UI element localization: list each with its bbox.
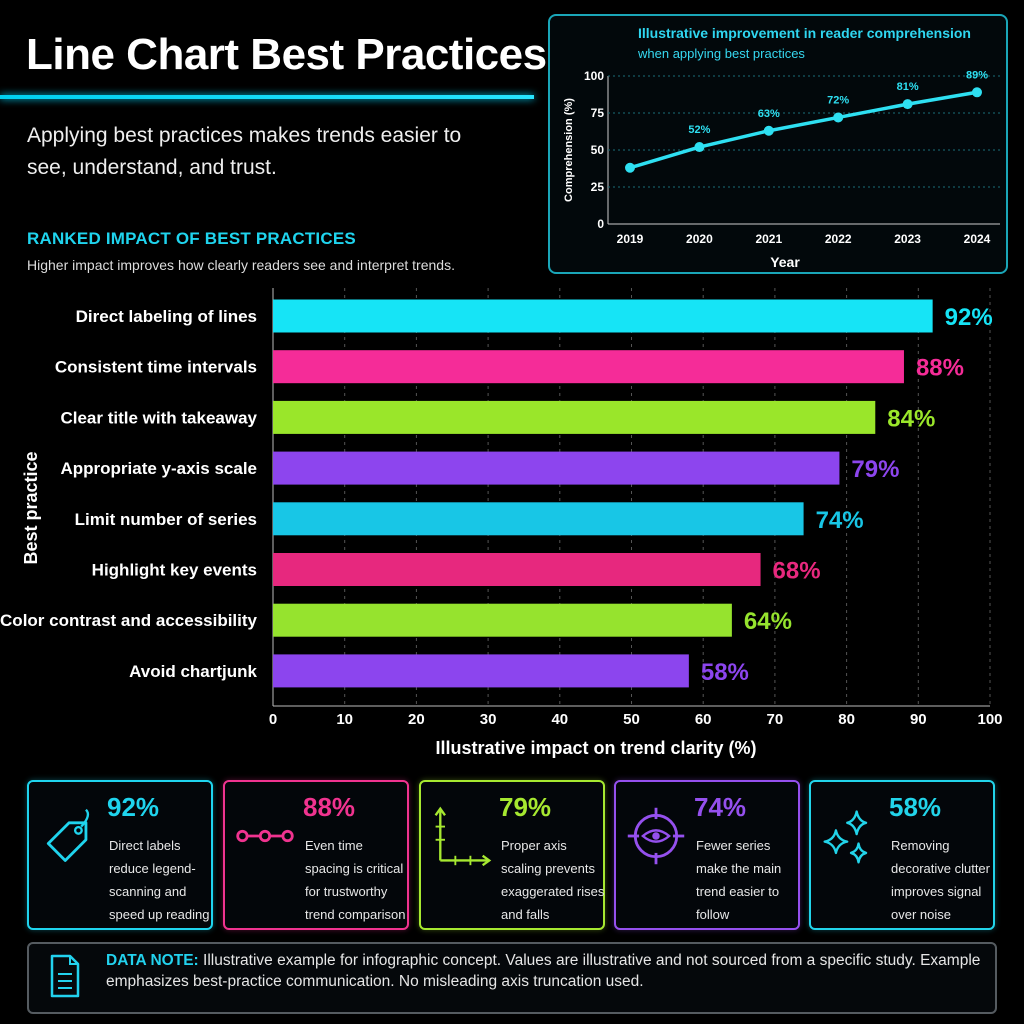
x-tick-label: 60 xyxy=(695,711,712,728)
x-tick-label: 90 xyxy=(910,711,927,728)
value-label: 58% xyxy=(701,659,749,686)
insight-card: 92% Direct labels reduce legend-scanning … xyxy=(27,780,213,930)
x-tick-label: 2023 xyxy=(894,232,921,246)
comprehension-chart-title: Illustrative improvement in reader compr… xyxy=(638,25,971,41)
data-note-text: Illustrative example for infographic con… xyxy=(106,952,981,990)
value-label: 88% xyxy=(916,355,964,382)
data-label: 72% xyxy=(827,94,849,106)
ranked-heading: RANKED IMPACT OF BEST PRACTICES xyxy=(27,229,356,248)
y-tick-label: 50 xyxy=(591,143,605,157)
insight-card-value: 74% xyxy=(694,792,747,822)
bar xyxy=(273,350,904,384)
sparkle-icon xyxy=(819,804,883,868)
insight-card: 74% Fewer series make the main trend easi… xyxy=(614,780,800,930)
comprehension-line-chart: 0 25 50 75 100 2019 2020 2021 2022 2023 2024 Year Co… xyxy=(563,69,1000,270)
insight-card-text: Proper axis scaling prevents exaggerated… xyxy=(501,838,605,922)
title-underline xyxy=(0,95,534,99)
bar xyxy=(273,603,732,637)
bar xyxy=(273,502,804,536)
x-tick-label: 70 xyxy=(767,711,784,728)
insight-card: 58% Removing decorative clutter improves … xyxy=(809,780,995,930)
x-tick-label: 10 xyxy=(336,711,353,728)
category-label: Color contrast and accessibility xyxy=(0,611,258,630)
axes-icon xyxy=(429,804,493,868)
insight-card-value: 79% xyxy=(499,792,552,822)
value-label: 92% xyxy=(945,304,993,331)
y-tick-label: 0 xyxy=(597,217,604,231)
y-tick-label: 25 xyxy=(591,180,605,194)
category-label: Direct labeling of lines xyxy=(76,307,257,326)
y-axis-title: Best practice xyxy=(21,451,41,564)
insight-card-text: Fewer series make the main trend easier … xyxy=(696,838,782,922)
x-tick-label: 0 xyxy=(269,711,277,728)
timeline-dots-icon xyxy=(233,804,297,868)
data-point xyxy=(694,142,705,153)
data-label: 63% xyxy=(758,108,780,120)
insight-card: 79% Proper axis scaling prevents exaggera… xyxy=(419,780,605,930)
data-point xyxy=(972,87,982,98)
bar xyxy=(273,400,876,434)
comprehension-line xyxy=(629,90,978,170)
insight-card-text: Even time spacing is critical for trustw… xyxy=(305,838,406,922)
value-label: 79% xyxy=(851,456,899,483)
data-note-box xyxy=(27,942,997,1014)
data-note-label: DATA NOTE: xyxy=(106,952,199,969)
x-tick-label: 2021 xyxy=(755,232,782,246)
insight-card-value: 58% xyxy=(889,792,942,822)
category-label: Consistent time intervals xyxy=(55,358,257,377)
data-point xyxy=(763,125,774,136)
category-label: Limit number of series xyxy=(75,510,257,529)
comprehension-chart-subtitle: when applying best practices xyxy=(638,46,805,61)
x-tick-label: 50 xyxy=(623,711,640,728)
x-tick-label: 2019 xyxy=(617,232,644,246)
category-label: Avoid chartjunk xyxy=(129,662,257,681)
x-tick-label: 80 xyxy=(838,711,855,728)
value-label: 64% xyxy=(744,608,792,635)
y-axis-title: Comprehension (%) xyxy=(563,98,575,202)
data-label: 52% xyxy=(688,124,710,136)
y-tick-label: 100 xyxy=(584,69,604,83)
document-icon xyxy=(50,954,80,998)
tag-icon xyxy=(37,804,101,868)
insight-card: 88% Even time spacing is critical for tru… xyxy=(223,780,409,930)
x-tick-label: 2022 xyxy=(825,232,852,246)
insight-card-value: 92% xyxy=(107,792,160,822)
x-tick-label: 2024 xyxy=(964,232,991,246)
data-label: 89% xyxy=(966,69,988,81)
page-title: Line Chart Best Practices xyxy=(26,30,547,79)
impact-bar-chart: 0 10 20 30 40 50 60 70 80 90 100 Illustrative impac… xyxy=(0,288,1003,758)
value-label: 84% xyxy=(887,405,935,432)
insight-card-value: 88% xyxy=(303,792,356,822)
comprehension-chart-panel xyxy=(548,14,1008,274)
category-label: Clear title with takeaway xyxy=(60,408,257,427)
page-subtitle: Applying best practices makes trends eas… xyxy=(27,124,462,179)
bar xyxy=(273,654,689,688)
x-axis-title: Year xyxy=(770,254,800,270)
bar xyxy=(273,299,933,333)
ranked-subheading: Higher impact improves how clearly reade… xyxy=(27,257,455,273)
data-point xyxy=(833,112,844,123)
target-eye-icon xyxy=(624,804,688,868)
x-tick-label: 2020 xyxy=(686,232,713,246)
data-note: DATA NOTE: Illustrative example for info… xyxy=(106,950,986,992)
x-tick-label: 20 xyxy=(408,711,425,728)
x-axis-title: Illustrative impact on trend clarity (%) xyxy=(435,738,756,758)
y-tick-label: 75 xyxy=(591,106,605,120)
value-label: 74% xyxy=(816,507,864,534)
value-label: 68% xyxy=(773,558,821,585)
category-label: Appropriate y-axis scale xyxy=(60,459,257,478)
bar xyxy=(273,553,761,586)
data-point xyxy=(625,162,635,173)
bar xyxy=(273,451,840,485)
insight-card-text: Direct labels reduce legend-scanning and… xyxy=(109,838,210,922)
insight-card-text: Removing decorative clutter improves sig… xyxy=(891,838,990,922)
x-tick-label: 40 xyxy=(551,711,568,728)
x-tick-label: 100 xyxy=(977,711,1002,728)
data-point xyxy=(902,99,913,110)
category-label: Highlight key events xyxy=(92,561,257,580)
x-tick-label: 30 xyxy=(480,711,497,728)
data-label: 81% xyxy=(897,81,919,93)
